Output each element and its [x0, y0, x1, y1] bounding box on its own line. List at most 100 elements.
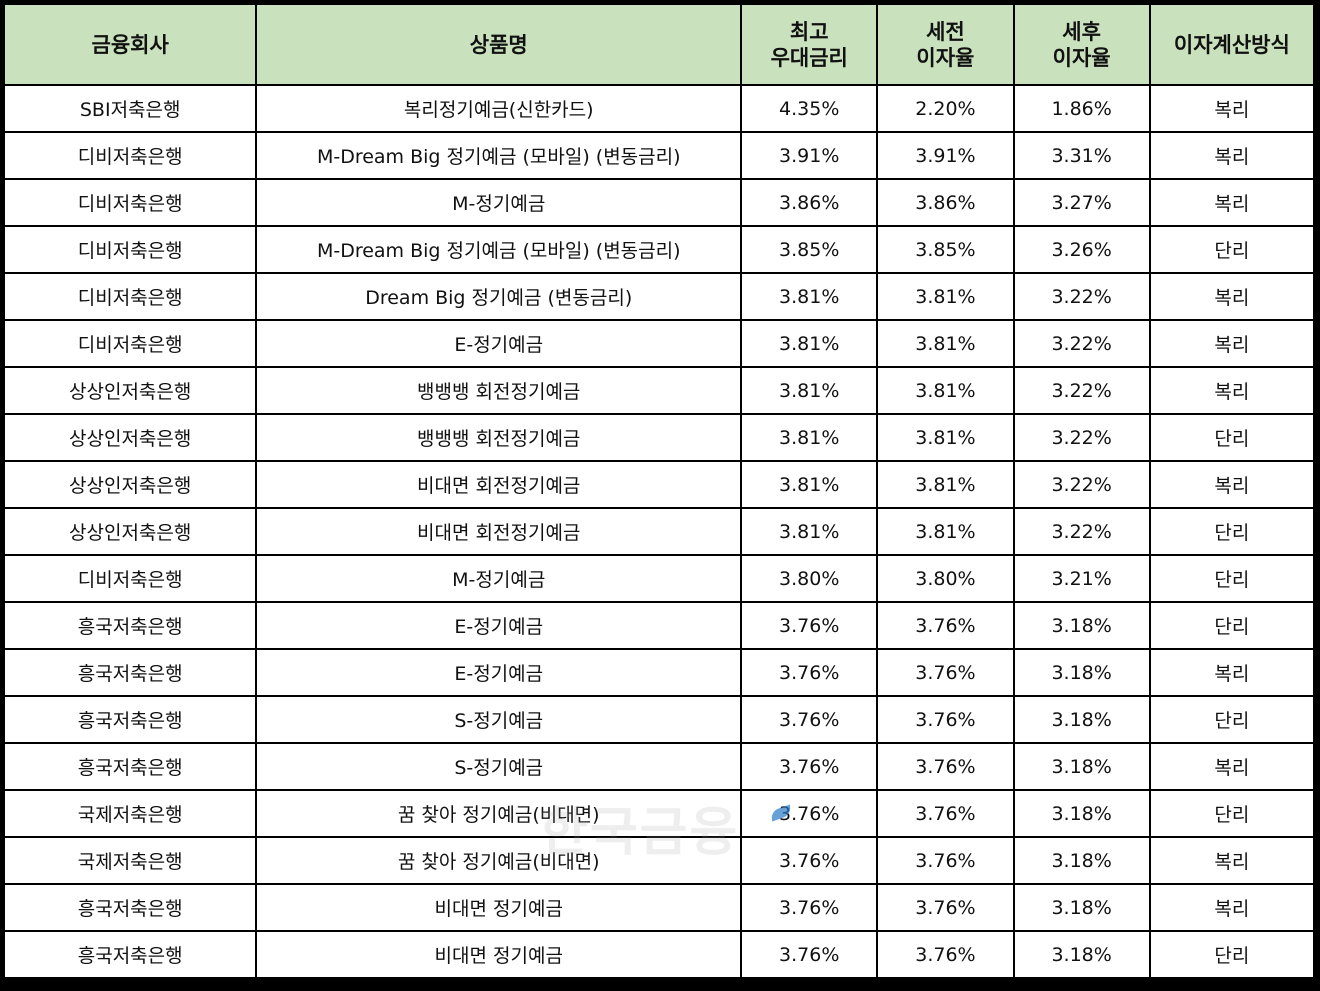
- cell-product: E-정기예금: [257, 603, 741, 648]
- header-post-tax-line1: 세후: [1062, 19, 1101, 44]
- table-row: 흥국저축은행 비대면 정기예금 3.76% 3.76% 3.18% 복리: [5, 885, 1313, 930]
- cell-company: 디비저축은행: [5, 227, 256, 272]
- table-row: 상상인저축은행 비대면 회전정기예금 3.81% 3.81% 3.22% 복리: [5, 462, 1313, 507]
- cell-company: 흥국저축은행: [5, 650, 256, 695]
- cell-method: 복리: [1150, 744, 1313, 789]
- table-row: 디비저축은행 M-Dream Big 정기예금 (모바일) (변동금리) 3.85%…: [5, 227, 1313, 272]
- cell-pre-tax: 2.20%: [878, 86, 1013, 131]
- cell-company: 디비저축은행: [5, 321, 256, 366]
- header-post-tax: 세후 이자율: [1014, 5, 1149, 84]
- cell-company: 디비저축은행: [5, 180, 256, 225]
- cell-company: 디비저축은행: [5, 556, 256, 601]
- cell-method: 단리: [1150, 509, 1313, 554]
- cell-method: 복리: [1150, 133, 1313, 178]
- cell-pre-tax: 3.81%: [878, 321, 1013, 366]
- cell-product: 비대면 회전정기예금: [257, 509, 741, 554]
- cell-product: M-정기예금: [257, 180, 741, 225]
- header-max-rate-line2: 우대금리: [770, 45, 848, 70]
- cell-max-rate: 3.86%: [742, 180, 877, 225]
- header-product: 상품명: [257, 5, 741, 84]
- cell-max-rate: 3.91%: [742, 133, 877, 178]
- cell-company: 상상인저축은행: [5, 415, 256, 460]
- cell-post-tax: 3.18%: [1014, 838, 1149, 883]
- cell-pre-tax: 3.85%: [878, 227, 1013, 272]
- cell-post-tax: 3.22%: [1014, 368, 1149, 413]
- header-post-tax-line2: 이자율: [1052, 45, 1111, 70]
- cell-product: E-정기예금: [257, 321, 741, 366]
- cell-pre-tax: 3.76%: [878, 885, 1013, 930]
- cell-product: 뱅뱅뱅 회전정기예금: [257, 415, 741, 460]
- cell-product: 꿈 찾아 정기예금(비대면): [257, 838, 741, 883]
- cell-product: 비대면 회전정기예금: [257, 462, 741, 507]
- cell-max-rate: 3.76%: [742, 744, 877, 789]
- cell-company: 디비저축은행: [5, 133, 256, 178]
- cell-company: 디비저축은행: [5, 274, 256, 319]
- header-pre-tax-line1: 세전: [926, 19, 965, 44]
- cell-method: 단리: [1150, 603, 1313, 648]
- cell-post-tax: 3.18%: [1014, 932, 1149, 977]
- cell-product: M-Dream Big 정기예금 (모바일) (변동금리): [257, 133, 741, 178]
- cell-post-tax: 3.26%: [1014, 227, 1149, 272]
- cell-method: 복리: [1150, 86, 1313, 131]
- cell-pre-tax: 3.76%: [878, 838, 1013, 883]
- cell-pre-tax: 3.81%: [878, 415, 1013, 460]
- cell-product: E-정기예금: [257, 650, 741, 695]
- cell-method: 복리: [1150, 180, 1313, 225]
- cell-method: 복리: [1150, 274, 1313, 319]
- cell-max-rate: 3.76%: [742, 885, 877, 930]
- cell-method: 복리: [1150, 650, 1313, 695]
- cell-pre-tax: 3.81%: [878, 509, 1013, 554]
- cell-max-rate: 3.76%: [742, 932, 877, 977]
- cell-post-tax: 3.21%: [1014, 556, 1149, 601]
- cell-max-rate: 3.81%: [742, 415, 877, 460]
- table-row: SBI저축은행 복리정기예금(신한카드) 4.35% 2.20% 1.86% 복리: [5, 86, 1313, 131]
- cell-max-rate: 3.80%: [742, 556, 877, 601]
- header-max-rate-line1: 최고: [789, 19, 829, 44]
- header-pre-tax: 세전 이자율: [878, 5, 1013, 84]
- table-row: 디비저축은행 E-정기예금 3.81% 3.81% 3.22% 복리: [5, 321, 1313, 366]
- deposit-rate-table: 금융회사 상품명 최고 우대금리 세전 이자율 세후 이자율 이자계산방식 SB…: [3, 3, 1315, 979]
- cell-max-rate: 3.76%: [742, 603, 877, 648]
- header-method: 이자계산방식: [1150, 5, 1313, 84]
- cell-post-tax: 3.18%: [1014, 650, 1149, 695]
- cell-max-rate: 3.81%: [742, 509, 877, 554]
- cell-method: 단리: [1150, 227, 1313, 272]
- cell-product: 뱅뱅뱅 회전정기예금: [257, 368, 741, 413]
- table-row: 흥국저축은행 E-정기예금 3.76% 3.76% 3.18% 단리: [5, 603, 1313, 648]
- cell-pre-tax: 3.76%: [878, 650, 1013, 695]
- cell-max-rate: 3.76%: [742, 650, 877, 695]
- cell-pre-tax: 3.81%: [878, 368, 1013, 413]
- cell-pre-tax: 3.76%: [878, 791, 1013, 836]
- cell-product: S-정기예금: [257, 744, 741, 789]
- table-row: 흥국저축은행 비대면 정기예금 3.76% 3.76% 3.18% 단리: [5, 932, 1313, 977]
- cell-post-tax: 3.18%: [1014, 885, 1149, 930]
- cell-method: 복리: [1150, 838, 1313, 883]
- cell-product: M-Dream Big 정기예금 (모바일) (변동금리): [257, 227, 741, 272]
- cell-product: 비대면 정기예금: [257, 932, 741, 977]
- cell-product: Dream Big 정기예금 (변동금리): [257, 274, 741, 319]
- cell-company: 흥국저축은행: [5, 603, 256, 648]
- cell-post-tax: 3.18%: [1014, 791, 1149, 836]
- cell-max-rate: 4.35%: [742, 86, 877, 131]
- table-row: 상상인저축은행 비대면 회전정기예금 3.81% 3.81% 3.22% 단리: [5, 509, 1313, 554]
- cell-method: 단리: [1150, 697, 1313, 742]
- cell-post-tax: 3.22%: [1014, 415, 1149, 460]
- cell-pre-tax: 3.76%: [878, 744, 1013, 789]
- cell-method: 복리: [1150, 885, 1313, 930]
- table-row: 상상인저축은행 뱅뱅뱅 회전정기예금 3.81% 3.81% 3.22% 복리: [5, 368, 1313, 413]
- cell-product: M-정기예금: [257, 556, 741, 601]
- table-row: 국제저축은행 꿈 찾아 정기예금(비대면) 3.76% 3.76% 3.18% 단리: [5, 791, 1313, 836]
- cell-method: 복리: [1150, 462, 1313, 507]
- table-header: 금융회사 상품명 최고 우대금리 세전 이자율 세후 이자율 이자계산방식: [5, 5, 1313, 84]
- header-max-rate: 최고 우대금리: [742, 5, 877, 84]
- cell-max-rate: 3.76%: [742, 791, 877, 836]
- cell-method: 단리: [1150, 415, 1313, 460]
- cell-company: 흥국저축은행: [5, 697, 256, 742]
- cell-post-tax: 1.86%: [1014, 86, 1149, 131]
- table-row: 상상인저축은행 뱅뱅뱅 회전정기예금 3.81% 3.81% 3.22% 단리: [5, 415, 1313, 460]
- table-row: 디비저축은행 M-정기예금 3.80% 3.80% 3.21% 단리: [5, 556, 1313, 601]
- cell-pre-tax: 3.76%: [878, 932, 1013, 977]
- cell-max-rate: 3.81%: [742, 368, 877, 413]
- table-row: 흥국저축은행 S-정기예금 3.76% 3.76% 3.18% 단리: [5, 697, 1313, 742]
- cell-post-tax: 3.22%: [1014, 509, 1149, 554]
